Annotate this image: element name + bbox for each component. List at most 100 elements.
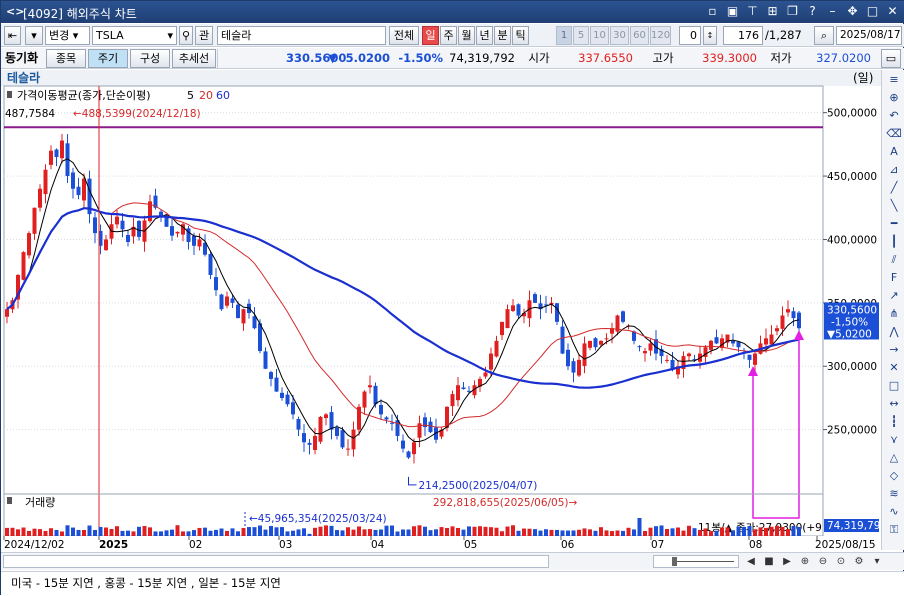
list-icon[interactable]: ≡ <box>889 73 899 86</box>
all-button[interactable]: 전체 <box>389 26 419 45</box>
measure-icon[interactable]: ↔ <box>889 397 899 410</box>
stop-icon[interactable]: ■ <box>764 556 774 567</box>
volume-bar <box>775 525 779 536</box>
volume-bar <box>263 529 268 536</box>
interval-5[interactable]: 120 <box>650 26 671 45</box>
maximize-icon[interactable]: □ <box>866 4 879 18</box>
ray-icon[interactable]: ╲ <box>890 199 898 212</box>
horizontal-scrollbar[interactable] <box>3 555 549 568</box>
text-icon[interactable]: A <box>890 145 898 158</box>
spin-icon[interactable]: ↕ <box>703 26 717 45</box>
candle-body <box>731 340 735 344</box>
chart-area[interactable]: 테슬라 (일) 가격이동평균(종가,단순이평) 5 20 60 500,0000 450,00… <box>1 70 887 551</box>
minimize-icon[interactable]: – <box>829 4 836 18</box>
cursor-icon[interactable]: ⊕ <box>889 91 899 104</box>
candle-body <box>714 337 719 344</box>
interval-value[interactable]: 0 <box>679 26 701 45</box>
trend-icon[interactable]: ↗ <box>889 289 899 302</box>
date-input[interactable]: 2025/08/17 <box>836 26 902 45</box>
volume-bar <box>577 529 581 536</box>
gann-icon[interactable]: ≋ <box>889 487 899 500</box>
symbol-input[interactable]: TSLA ▾ <box>92 26 177 45</box>
candle-body <box>577 359 581 376</box>
window-icon[interactable]: ▣ <box>726 4 739 18</box>
first-icon[interactable]: ⇤ <box>4 26 21 45</box>
info-tab-1[interactable]: 주기 <box>88 49 128 68</box>
change-select[interactable]: 변경 ▾ <box>45 26 90 45</box>
period-2[interactable]: 월 <box>458 26 475 45</box>
help-icon[interactable]: ? <box>809 4 816 18</box>
close-icon[interactable]: ✕ <box>887 4 898 18</box>
period-5[interactable]: 틱 <box>512 26 529 45</box>
zigzag-icon[interactable]: ⋀ <box>889 325 899 338</box>
next-icon[interactable]: ▶ <box>783 556 791 567</box>
channel-icon[interactable]: ⫽ <box>891 253 897 266</box>
volume-bar <box>142 526 147 536</box>
hline-icon[interactable]: ━ <box>890 217 898 230</box>
total-count: /1,287 <box>765 28 802 42</box>
undo-icon[interactable]: ↶ <box>889 109 899 122</box>
symbol-menu-icon[interactable]: ▾ <box>25 26 43 45</box>
info-tab-3[interactable]: 추세선 <box>172 49 216 68</box>
name-field[interactable]: 테슬라 <box>217 26 386 45</box>
zoom-slider[interactable] <box>653 555 739 568</box>
scroll-down-icon[interactable]: ▾ <box>874 556 880 567</box>
fib-icon[interactable]: Ϝ <box>890 271 898 284</box>
interval-4[interactable]: 60 <box>630 26 649 45</box>
search-icon[interactable]: ⚲ <box>179 26 193 45</box>
interval-3[interactable]: 30 <box>610 26 629 45</box>
arrow-icon[interactable]: → <box>889 343 899 356</box>
volume-bar <box>225 530 229 536</box>
panel-toggle-icon[interactable]: ▭ <box>881 49 901 68</box>
period-4[interactable]: 분 <box>494 26 511 45</box>
shape-icon[interactable]: ◇ <box>889 469 899 482</box>
zoom-fit-icon[interactable]: ⊙ <box>836 556 846 567</box>
info-tab-2[interactable]: 구성 <box>130 49 170 68</box>
cross-icon[interactable]: ✕ <box>889 361 899 374</box>
volume-bar <box>346 527 350 536</box>
candle-body <box>417 423 422 438</box>
triangle-icon[interactable]: △ <box>889 451 899 464</box>
candle-body <box>747 354 752 360</box>
volume-bar <box>175 525 180 536</box>
restore-icon[interactable]: ❐ <box>787 4 798 18</box>
period-1[interactable]: 주 <box>440 26 457 45</box>
layout-icon[interactable]: ⊞ <box>767 4 778 18</box>
period-0[interactable]: 일 <box>422 26 439 45</box>
interval-2[interactable]: 10 <box>590 26 609 45</box>
chart-title: 테슬라 <box>7 70 40 85</box>
settings-icon[interactable]: ⚙ <box>854 556 864 567</box>
pin2-icon[interactable]: ⊤ <box>747 4 758 18</box>
x-tick-label: 02 <box>189 539 202 550</box>
ma-legend-5: 5 <box>187 89 194 102</box>
pitchfork-icon[interactable]: ⋔ <box>889 307 899 320</box>
fan-icon[interactable]: ⋎ <box>889 433 899 446</box>
period-3[interactable]: 년 <box>476 26 493 45</box>
volume-bar <box>703 528 708 536</box>
count-input[interactable]: 176 <box>723 26 763 45</box>
magnet-icon[interactable]: ⊿ <box>889 163 899 176</box>
move-icon[interactable]: ✥ <box>847 4 858 18</box>
candle-icon[interactable]: ┇ <box>890 415 898 428</box>
interval-1[interactable]: 5 <box>573 26 589 45</box>
zoom-out-icon[interactable]: ⊖ <box>818 556 828 567</box>
calendar-icon[interactable]: ⌕ <box>814 26 834 45</box>
candle-body <box>164 217 169 227</box>
interval-0[interactable]: 1 <box>556 26 572 45</box>
box-icon[interactable]: □ <box>888 379 900 392</box>
candle-body <box>115 216 119 225</box>
volume-bar <box>533 529 537 536</box>
candle-body <box>423 417 427 428</box>
candlestick-chart[interactable]: 테슬라 (일) 가격이동평균(종가,단순이평) 5 20 60 500,0000 450,00… <box>1 70 887 551</box>
line-icon[interactable]: ╱ <box>890 181 898 194</box>
zoom-in-icon[interactable]: ⊕ <box>800 556 810 567</box>
prev-icon[interactable]: ◀ <box>747 556 755 567</box>
vline-icon[interactable]: ┃ <box>890 235 898 248</box>
eraser-icon[interactable]: ⌫ <box>886 127 902 140</box>
info-tab-0[interactable]: 종목 <box>46 49 86 68</box>
gwan-button[interactable]: 관 <box>195 26 213 45</box>
vol-box-bg <box>824 519 879 532</box>
pin-icon[interactable]: ▫ <box>708 4 717 18</box>
cycle-icon[interactable]: ∿ <box>889 505 899 518</box>
lock-icon[interactable]: ⚿ <box>889 523 899 536</box>
